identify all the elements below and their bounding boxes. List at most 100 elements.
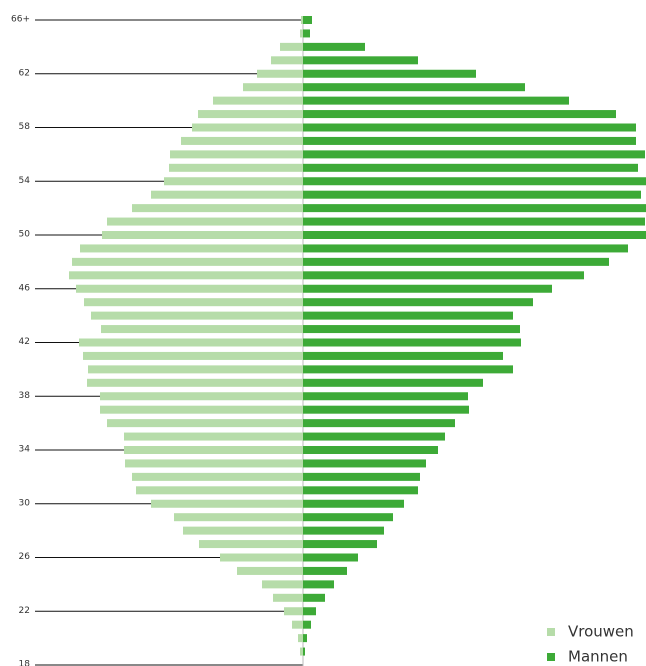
bar (303, 351, 503, 360)
y-tick-label: 38 (19, 391, 31, 401)
y-tick-label: 58 (19, 122, 31, 132)
bar (303, 217, 645, 226)
bar (303, 257, 609, 266)
bar (303, 244, 628, 253)
bar (84, 298, 303, 307)
y-tick-label: 30 (19, 498, 31, 508)
bar (107, 419, 303, 428)
bar (136, 486, 303, 495)
bar (125, 459, 303, 468)
bar (303, 16, 312, 24)
bar (151, 499, 303, 508)
y-tick-label: 34 (19, 445, 31, 455)
bar (213, 96, 303, 105)
bar (192, 123, 303, 132)
bar (303, 432, 445, 441)
bar (303, 136, 636, 145)
bar (303, 499, 404, 508)
bar (164, 177, 303, 186)
bar (303, 42, 365, 51)
bar (303, 29, 310, 38)
bar (237, 566, 303, 575)
y-tick-label: 50 (19, 230, 31, 240)
bar (79, 338, 303, 347)
bar (303, 540, 377, 549)
bar (303, 459, 426, 468)
bar (303, 634, 307, 643)
bar (181, 136, 303, 145)
y-tick-label: 18 (19, 660, 31, 666)
bar (303, 69, 476, 78)
y-tick-label: 26 (19, 552, 31, 562)
bar (88, 365, 303, 374)
bar (174, 513, 303, 522)
bar (303, 553, 358, 562)
bar (303, 163, 638, 172)
bar (303, 446, 438, 454)
bar (284, 607, 303, 616)
bar (124, 432, 303, 441)
bar (107, 217, 303, 226)
bar (303, 580, 334, 589)
bar (303, 284, 552, 293)
bar (102, 231, 303, 239)
bar (300, 647, 303, 656)
bar (298, 634, 303, 643)
bar (301, 16, 303, 24)
bar (303, 593, 325, 602)
bar (303, 526, 384, 535)
bar (303, 620, 311, 629)
bar (280, 42, 303, 51)
bar (303, 392, 468, 401)
bar (303, 378, 483, 387)
bar (303, 419, 455, 428)
bar (198, 110, 303, 119)
bar (303, 271, 584, 280)
bar (303, 83, 525, 92)
bar (303, 607, 316, 616)
bar (69, 271, 303, 280)
bar (303, 311, 513, 320)
bar (303, 298, 533, 307)
bar (132, 472, 303, 481)
bar (257, 69, 303, 78)
bar (303, 325, 520, 334)
legend-swatch (547, 628, 555, 636)
bar (83, 351, 303, 360)
bar (303, 405, 469, 414)
bar (303, 486, 418, 495)
y-tick-label: 54 (19, 176, 31, 186)
legend-swatch (547, 653, 555, 661)
bar (303, 204, 646, 213)
bar (243, 83, 303, 92)
legend-label: Vrouwen (568, 623, 634, 641)
bar (273, 593, 303, 602)
bar (303, 566, 347, 575)
bar (124, 446, 303, 454)
bar (300, 29, 303, 38)
bar (303, 365, 513, 374)
bar (303, 472, 420, 481)
bar (303, 647, 305, 656)
bar (303, 123, 636, 132)
bar (262, 580, 303, 589)
bar (271, 56, 303, 65)
bar (132, 204, 303, 213)
y-tick-label: 62 (19, 68, 30, 78)
bar (303, 190, 641, 199)
bar (303, 338, 521, 347)
bar (76, 284, 303, 293)
y-tick-label: 46 (19, 283, 31, 293)
bar (87, 378, 303, 387)
bar (292, 620, 303, 629)
bar (303, 231, 646, 239)
bar (100, 392, 303, 401)
bar (303, 56, 418, 65)
y-tick-label: 42 (19, 337, 30, 347)
y-tick-label: 66+ (11, 15, 30, 25)
bar (80, 244, 303, 253)
bar (303, 110, 616, 119)
bar (303, 513, 393, 522)
bar (91, 311, 303, 320)
